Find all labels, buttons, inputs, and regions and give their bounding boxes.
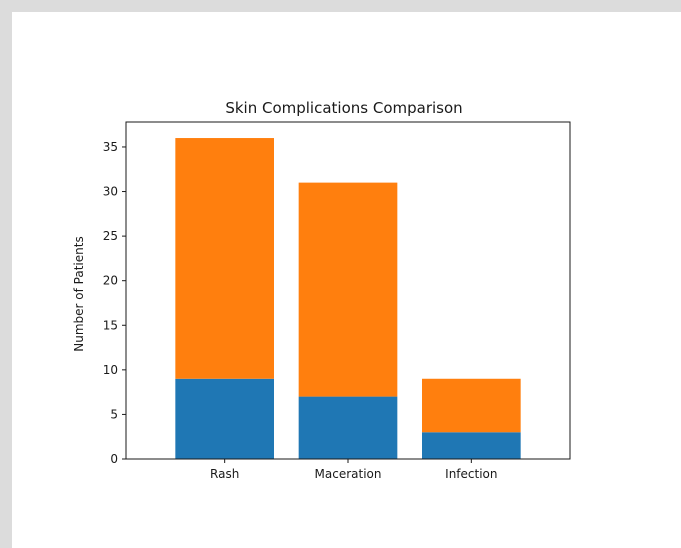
- y-tick-label: 5: [110, 407, 118, 421]
- y-tick-label: 30: [103, 185, 118, 199]
- bar-infection-segment-1: [422, 432, 521, 459]
- bar-rash-segment-1: [175, 378, 274, 459]
- x-tick-label: Maceration: [315, 467, 382, 481]
- x-tick-label: Infection: [445, 467, 497, 481]
- bar-rash-segment-2: [175, 138, 274, 379]
- bar-infection-segment-2: [422, 378, 521, 433]
- chart-sheet: Skin Complications Comparison Number of …: [12, 12, 681, 548]
- y-tick-label: 0: [110, 452, 118, 466]
- y-tick-label: 25: [103, 229, 118, 243]
- bar-maceration-segment-2: [298, 182, 398, 397]
- y-tick-label: 10: [103, 363, 118, 377]
- x-tick-label: Rash: [210, 467, 239, 481]
- y-tick-label: 35: [103, 140, 118, 154]
- bar-maceration-segment-1: [298, 396, 398, 459]
- x-ticks-group: Rash Maceration Infection: [210, 459, 498, 481]
- y-tick-label: 20: [103, 274, 118, 288]
- chart-title: Skin Complications Comparison: [225, 99, 462, 117]
- bars-group: [175, 138, 521, 459]
- y-tick-label: 15: [103, 318, 118, 332]
- plot-frame: [125, 121, 571, 460]
- y-ticks-group: 0 5 10 15 20 25 30 35: [103, 140, 126, 466]
- y-axis-label: Number of Patients: [72, 236, 86, 351]
- stacked-bar-chart: Skin Complications Comparison Number of …: [72, 99, 571, 481]
